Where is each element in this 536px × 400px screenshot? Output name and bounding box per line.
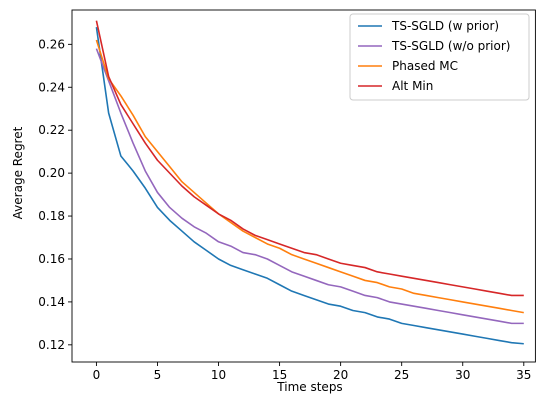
x-tick-label: 25 — [394, 368, 409, 382]
x-tick-label: 0 — [93, 368, 101, 382]
series-layer — [95, 20, 524, 345]
legend-label-2: TS-SGLD (w/o prior) — [391, 39, 510, 53]
x-tick-label: 10 — [211, 368, 226, 382]
y-axis-title: Average Regret — [11, 126, 25, 219]
axes-layer: 0 5 10 15 20 25 30 35 0.12 0.14 0.16 0.18 0.20 0.22 0.… — [38, 9, 536, 382]
legend-label-3: Phased MC — [392, 59, 458, 73]
y-tick-label: 0.16 — [38, 252, 65, 266]
x-tick-label: 30 — [455, 368, 470, 382]
series-line-4 — [95, 20, 524, 297]
y-tick-label: 0.22 — [38, 123, 65, 137]
y-tick-label: 0.18 — [38, 209, 65, 223]
y-tick-label: 0.24 — [38, 80, 65, 94]
x-tick-label: 20 — [333, 368, 348, 382]
legend: TS-SGLD (w prior) TS-SGLD (w/o prior) Phas… — [349, 13, 530, 101]
x-tick-label: 5 — [154, 368, 162, 382]
series-line-1 — [95, 27, 524, 345]
y-tick-label: 0.26 — [38, 37, 65, 51]
y-tick-label: 0.14 — [38, 295, 65, 309]
x-tick-label: 35 — [516, 368, 531, 382]
series-line-2 — [95, 48, 524, 325]
legend-label-1: TS-SGLD (w prior) — [391, 19, 499, 33]
series-line-3 — [95, 39, 524, 314]
legend-label-4: Alt Min — [392, 79, 433, 93]
y-tick-label: 0.20 — [38, 166, 65, 180]
x-tick-label: 15 — [272, 368, 287, 382]
y-tick-label: 0.12 — [38, 338, 65, 352]
x-axis-title: Time steps — [276, 380, 342, 394]
legend-box — [349, 13, 530, 101]
plot-frame — [71, 9, 536, 363]
